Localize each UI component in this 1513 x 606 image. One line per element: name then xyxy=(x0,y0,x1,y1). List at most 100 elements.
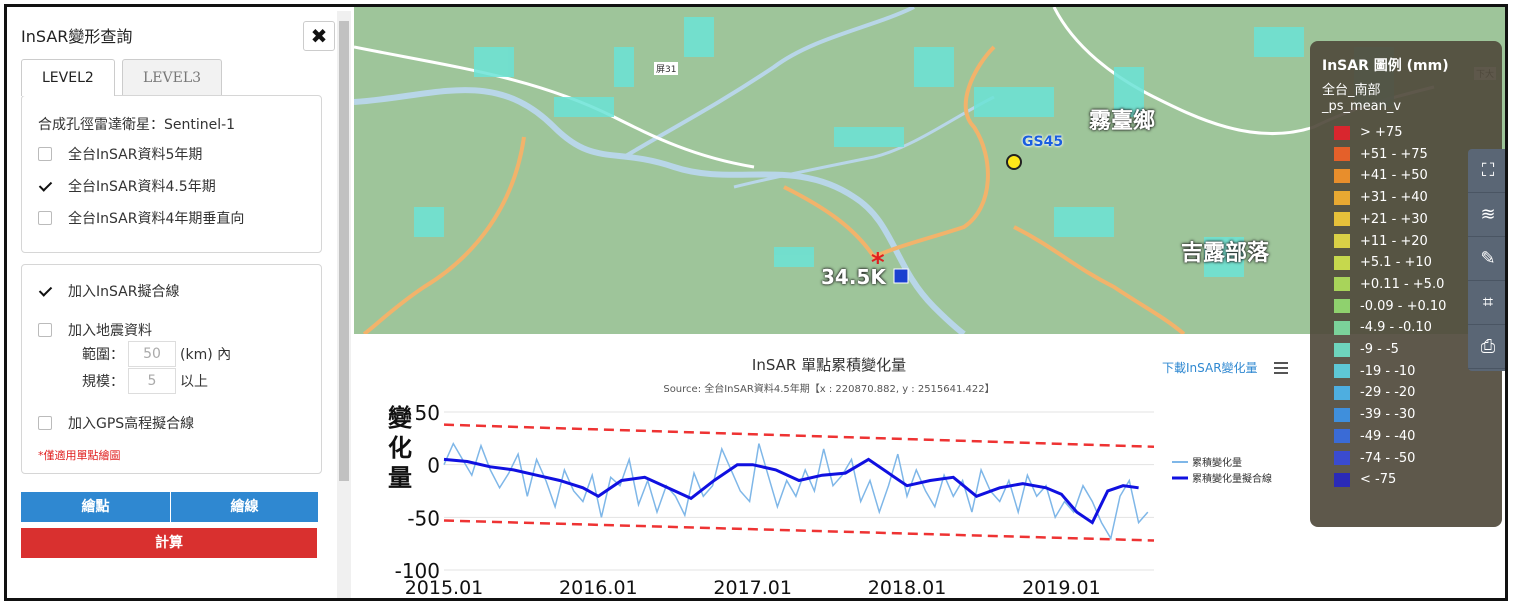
legend-swatch xyxy=(1334,342,1350,357)
legend-item: +21 - +30 xyxy=(1334,212,1428,227)
selected-point-marker xyxy=(893,268,909,284)
close-button[interactable]: ✖ xyxy=(303,21,335,51)
dataset-5yr[interactable]: 全台InSAR資料5年期 xyxy=(38,144,202,164)
legend-label: +31 - +40 xyxy=(1360,190,1428,206)
legend-swatch xyxy=(1334,385,1350,400)
legend-item: +5.1 - +10 xyxy=(1334,255,1432,270)
river-branch-2 xyxy=(733,95,995,189)
y-axis-label-char: 量 xyxy=(388,464,412,492)
map-label-road-left: 屏31 xyxy=(654,62,679,75)
y-tick-label: 50 xyxy=(415,401,440,425)
option-earthquake[interactable]: 加入地震資料 xyxy=(38,320,152,340)
legend-label: +11 - +20 xyxy=(1360,233,1428,249)
x-tick-label: 2017.01 xyxy=(713,577,792,598)
checkbox[interactable] xyxy=(38,147,52,161)
draw-line-button[interactable]: 繪線 xyxy=(171,492,318,522)
chart-legend-label: 累積變化量 xyxy=(1192,456,1242,469)
scale-input[interactable] xyxy=(128,368,176,394)
range-label: 範圍： xyxy=(82,347,124,363)
legend-swatch xyxy=(1334,212,1350,227)
checkbox[interactable] xyxy=(38,323,52,337)
y-tick-label: 0 xyxy=(427,454,440,478)
x-tick-label: 2019.01 xyxy=(1022,577,1101,598)
legend-label: -39 - -30 xyxy=(1360,407,1416,423)
map-label-town: 霧臺鄉 xyxy=(1089,109,1156,134)
legend-label: -0.09 - +0.10 xyxy=(1360,298,1447,314)
map-tool-icon[interactable]: ⛶ xyxy=(1468,149,1505,193)
scale-label: 規模： xyxy=(82,374,124,390)
legend-label: +21 - +30 xyxy=(1360,211,1428,227)
legend-subtitle-field: _ps_mean_v xyxy=(1322,99,1402,114)
legend-label: > +75 xyxy=(1360,125,1403,140)
x-tick-label: 2015.01 xyxy=(405,577,484,598)
legend-item: -19 - -10 xyxy=(1334,364,1415,379)
option-fit-line[interactable]: 加入InSAR擬合線 xyxy=(38,281,179,301)
checkbox-checked[interactable] xyxy=(38,179,52,193)
checkbox-checked[interactable] xyxy=(38,284,52,298)
satellite-label: 合成孔徑雷達衛星：Sentinel-1 xyxy=(38,117,236,133)
legend-swatch xyxy=(1334,255,1350,270)
print-icon[interactable]: ⎙ xyxy=(1468,325,1505,369)
range-input[interactable] xyxy=(128,341,176,367)
legend-swatch xyxy=(1334,277,1350,292)
river xyxy=(354,87,966,334)
checkbox[interactable] xyxy=(38,211,52,225)
legend-swatch xyxy=(1334,168,1350,183)
legend-item: +11 - +20 xyxy=(1334,234,1428,249)
range-row: 範圍： (km) 內 xyxy=(82,341,231,367)
tab-level2[interactable]: LEVEL2 xyxy=(21,59,115,96)
chart-legend-label: 累積變化量擬合線 xyxy=(1192,472,1272,485)
red-star: * xyxy=(871,248,885,278)
chart-svg: InSAR 單點累積變化量 Source: 全台InSAR資料4.5年期【x :… xyxy=(388,356,1288,598)
dataset-4yr-vertical[interactable]: 全台InSAR資料4年期垂直向 xyxy=(38,208,244,228)
chart-download-link[interactable]: 下載InSAR變化量 xyxy=(1162,360,1258,375)
ruler-icon[interactable]: ⌗ xyxy=(1468,281,1505,325)
pen-icon[interactable]: ✎ xyxy=(1468,237,1505,281)
options-box: 加入InSAR擬合線 加入地震資料 範圍： (km) 內 規模： 以上 加入GP… xyxy=(21,264,322,474)
legend-label: +5.1 - +10 xyxy=(1360,255,1432,271)
layers-icon[interactable]: ≋ xyxy=(1468,193,1505,237)
dataset-4yr-vertical-label: 全台InSAR資料4年期垂直向 xyxy=(68,211,245,227)
map-label-gps: GS45 xyxy=(1022,134,1064,150)
dataset-4-5yr[interactable]: 全台InSAR資料4.5年期 xyxy=(38,176,216,196)
legend-swatch xyxy=(1334,429,1350,444)
trend-band-upper xyxy=(443,423,1155,449)
range-unit: (km) 內 xyxy=(180,347,232,363)
road-orange xyxy=(362,136,526,334)
legend-title: InSAR 圖例 (mm) xyxy=(1322,58,1449,74)
gps-station-marker xyxy=(1006,154,1022,170)
panel-scrollbar[interactable] xyxy=(337,11,351,598)
road-orange-3 xyxy=(1013,225,1186,334)
option-fit-line-label: 加入InSAR擬合線 xyxy=(68,284,180,300)
chart-source: Source: 全台InSAR資料4.5年期【x : 220870.882, y… xyxy=(663,382,994,395)
legend-item: +0.11 - +5.0 xyxy=(1334,277,1444,292)
y-axis-label-char: 化 xyxy=(388,434,412,462)
legend-swatch xyxy=(1334,125,1350,140)
draw-point-button[interactable]: 繪點 xyxy=(21,492,170,522)
option-gps[interactable]: 加入GPS高程擬合線 xyxy=(38,413,194,433)
app-frame: InSAR變形查詢 ✖ LEVEL2 LEVEL3 合成孔徑雷達衛星：Senti… xyxy=(4,4,1508,601)
chart-menu-icon[interactable] xyxy=(1274,362,1288,374)
calculate-button[interactable]: 計算 xyxy=(21,528,317,558)
legend-item: +31 - +40 xyxy=(1334,190,1428,205)
tab-level3[interactable]: LEVEL3 xyxy=(122,59,223,96)
legend-label: +41 - +50 xyxy=(1360,168,1428,184)
scrollbar-thumb[interactable] xyxy=(339,21,349,481)
query-panel: InSAR變形查詢 ✖ LEVEL2 LEVEL3 合成孔徑雷達衛星：Senti… xyxy=(7,7,351,598)
trend-band-lower xyxy=(443,519,1155,542)
legend-swatch xyxy=(1334,299,1350,314)
map-label-village: 吉露部落 xyxy=(1181,241,1270,266)
legend-swatch xyxy=(1334,234,1350,248)
legend-label: -19 - -10 xyxy=(1360,363,1416,379)
checkbox[interactable] xyxy=(38,416,52,430)
legend-label: < -75 xyxy=(1360,472,1397,488)
legend-label: +51 - +75 xyxy=(1360,146,1428,162)
legend-item: -49 - -40 xyxy=(1334,429,1415,444)
map-toolbar: ⛶ ≋ ✎ ⌗ ⎙ xyxy=(1468,149,1505,371)
legend-swatch xyxy=(1334,320,1350,335)
scale-row: 規模： 以上 xyxy=(82,368,208,394)
y-tick-label: -50 xyxy=(407,506,440,530)
legend-item: -29 - -20 xyxy=(1334,385,1415,400)
legend-item: -39 - -30 xyxy=(1334,407,1415,422)
panel-title: InSAR變形查詢 xyxy=(21,27,133,46)
